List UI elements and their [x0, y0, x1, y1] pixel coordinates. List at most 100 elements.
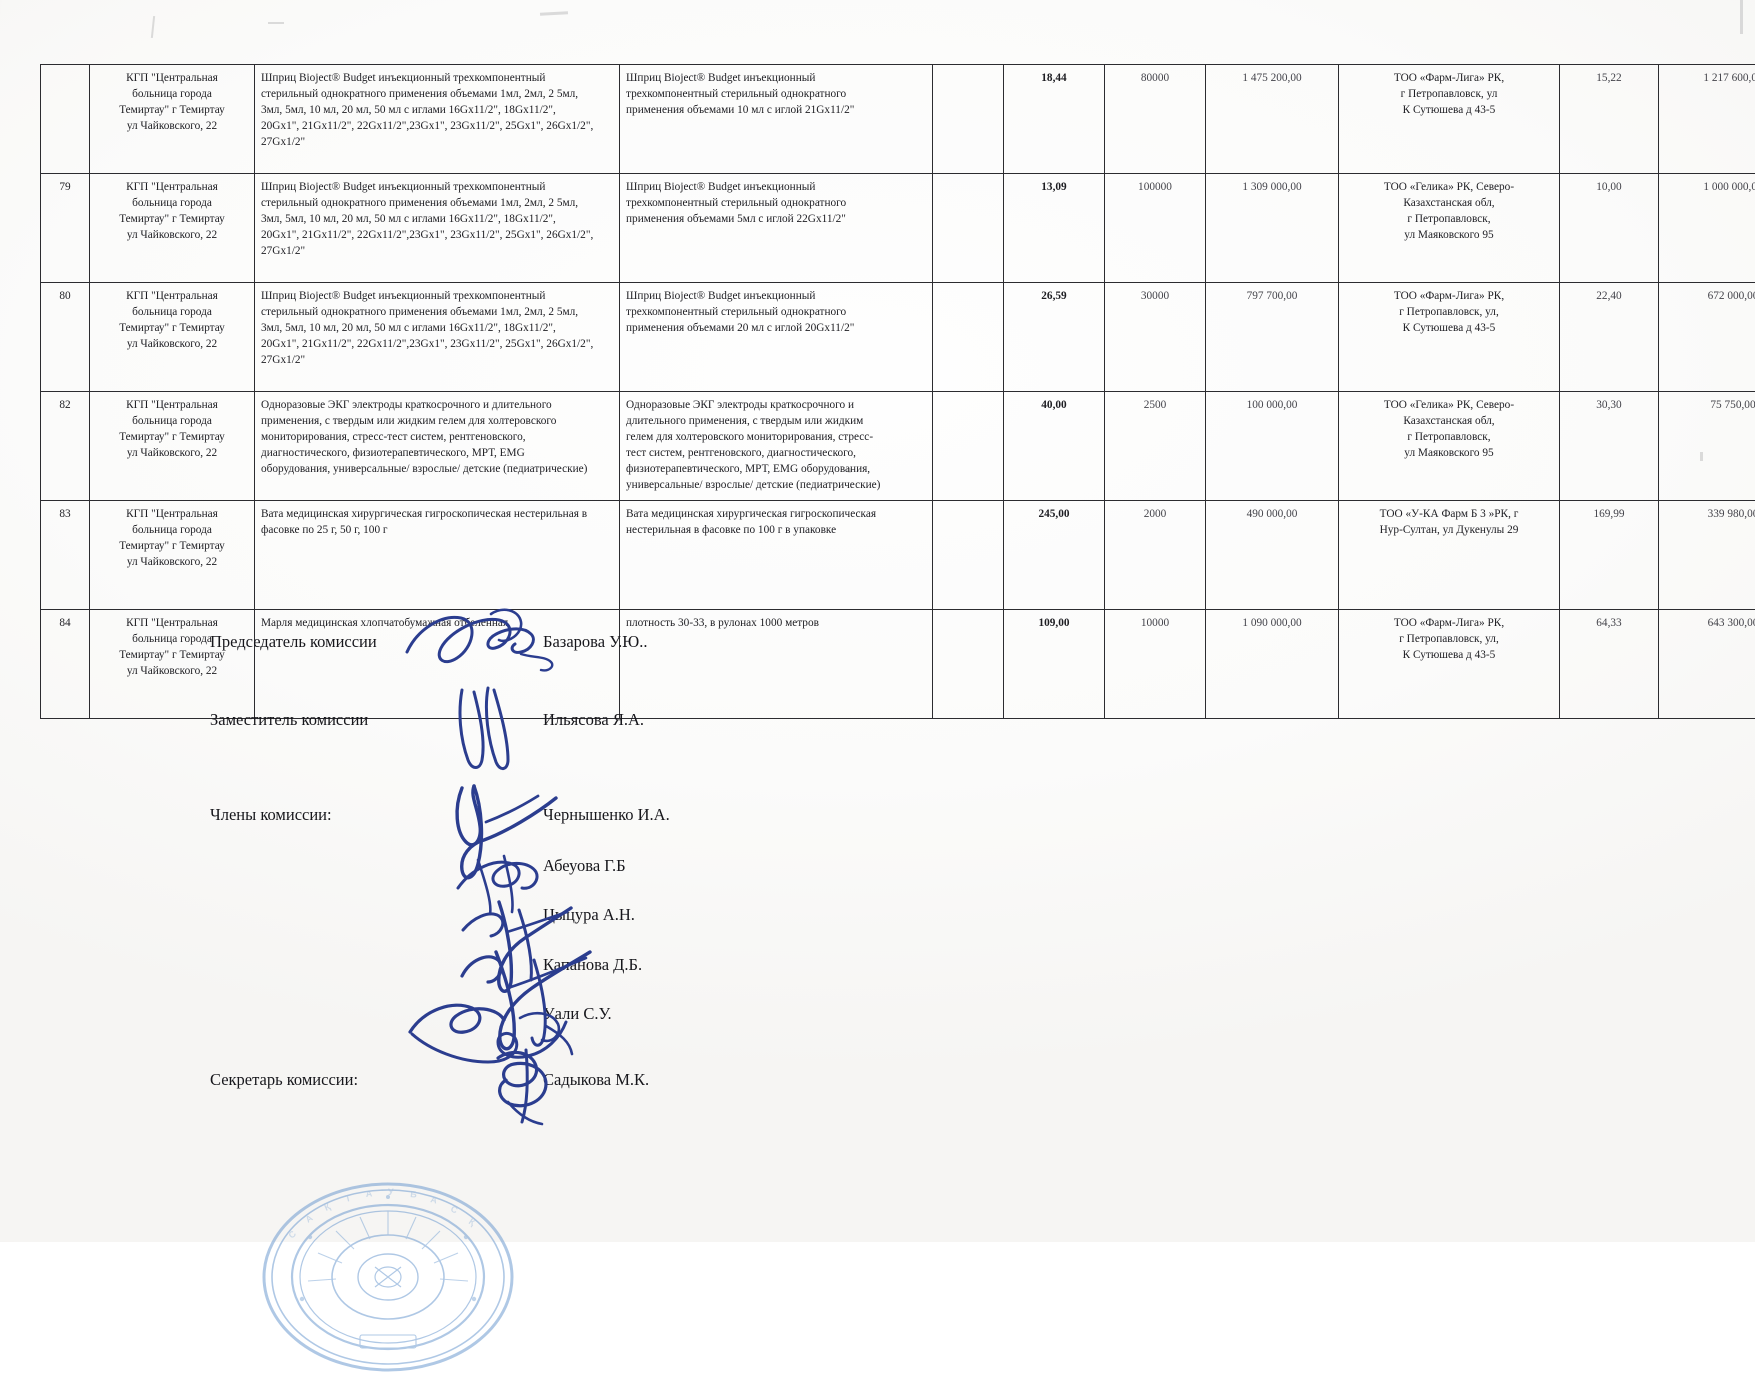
signature-row-member-3: Цыцура А.Н. — [210, 905, 1310, 931]
description-line: 20Gx1", 21Gx11/2", 22Gx11/2",23Gx1", 23G… — [261, 118, 613, 134]
supplier-line: Казахстанская обл, — [1345, 413, 1553, 429]
supplier-line: К Сутюшева д 43-5 — [1345, 102, 1553, 118]
cell-row-number: 82 — [41, 392, 90, 501]
supplier-line: г Петропавловск, — [1345, 429, 1553, 445]
signature-role-label: Секретарь комиссии: — [210, 1070, 358, 1090]
cell-awarded-sum: 339 980,00 — [1659, 501, 1755, 610]
signature-block: С А Қ Т А У Б А С Қ Председатель комисси… — [0, 600, 1755, 1120]
cell-blank — [933, 283, 1004, 392]
specification-line: применения объемами 5мл с иглой 22Gx11/2… — [626, 211, 926, 227]
customer-line: больница города — [96, 304, 248, 320]
signature-row-member-5: Уали С.У. — [210, 1004, 1310, 1030]
description-line: Шприц Bioject® Budget инъекционный трехк… — [261, 288, 613, 304]
specification-line: нестерильная в фасовке по 100 г в упаков… — [626, 522, 926, 538]
specification-line: длительного применения, с твердым или жи… — [626, 413, 926, 429]
scan-edge-mark-right — [1740, 0, 1743, 34]
signature-row-chairman: Председатель комиссии Базарова У.Ю.. — [210, 632, 1310, 658]
signature-row-member-4: Капанова Д.Б. — [210, 955, 1310, 981]
description-line: 27Gx1/2" — [261, 352, 613, 368]
specification-line: применения объемами 20 мл с иглой 20Gx11… — [626, 320, 926, 336]
cell-awarded-price: 15,22 — [1560, 65, 1659, 174]
specification-line: трехкомпонентный стерильный однократного — [626, 195, 926, 211]
description-line: Одноразовые ЭКГ электроды краткосрочного… — [261, 397, 613, 413]
description-line: 27Gx1/2" — [261, 243, 613, 259]
cell-specification: Шприц Bioject® Budget инъекционный трехк… — [620, 283, 933, 392]
supplier-line: ТОО «Фарм-Лига» РК, — [1345, 288, 1553, 304]
cell-awarded-price: 10,00 — [1560, 174, 1659, 283]
cell-description: Вата медицинская хирургическая гигроскоп… — [255, 501, 620, 610]
signature-role-label: Члены комиссии: — [210, 805, 332, 825]
description-line: стерильный однократного применения объем… — [261, 195, 613, 211]
specification-line: физиотерапевтического, МРТ, EMG оборудов… — [626, 461, 926, 477]
cell-description: Шприц Bioject® Budget инъекционный трехк… — [255, 174, 620, 283]
customer-line: больница города — [96, 195, 248, 211]
cell-awarded-sum: 75 750,00 — [1659, 392, 1755, 501]
cell-row-number: 80 — [41, 283, 90, 392]
supplier-line: ул Маяковского 95 — [1345, 445, 1553, 461]
cell-quantity: 2500 — [1105, 392, 1206, 501]
cell-unit-price: 13,09 — [1004, 174, 1105, 283]
supplier-line: К Сутюшева д 43-5 — [1345, 320, 1553, 336]
cell-awarded-price: 22,40 — [1560, 283, 1659, 392]
signature-name: Капанова Д.Б. — [543, 955, 642, 975]
specification-line: Шприц Bioject® Budget инъекционный — [626, 179, 926, 195]
customer-line: КГП "Центральная — [96, 506, 248, 522]
cell-customer: КГП "Центральная больница города Темирта… — [90, 65, 255, 174]
description-line: стерильный однократного применения объем… — [261, 304, 613, 320]
signature-name: Цыцура А.Н. — [543, 905, 635, 925]
description-line: оборудования, универсальные/ взрослые/ д… — [261, 461, 613, 477]
signature-name: Абеуова Г.Б — [543, 856, 626, 876]
supplier-line: ТОО «Гелика» РК, Северо- — [1345, 179, 1553, 195]
customer-line: ул Чайковского, 22 — [96, 554, 248, 570]
description-line: фасовке по 25 г, 50 г, 100 г — [261, 522, 613, 538]
cell-unit-price: 18,44 — [1004, 65, 1105, 174]
description-line: мониторирования, стресс-тест систем, рен… — [261, 429, 613, 445]
customer-line: ул Чайковского, 22 — [96, 445, 248, 461]
cell-customer: КГП "Центральная больница города Темирта… — [90, 174, 255, 283]
cell-supplier: ТОО «У-КА Фарм Б 3 »РК, г Нур-Султан, ул… — [1339, 501, 1560, 610]
description-line: 3мл, 5мл, 10 мл, 20 мл, 50 мл с иглами 1… — [261, 320, 613, 336]
cell-unit-price: 40,00 — [1004, 392, 1105, 501]
specification-line: трехкомпонентный стерильный однократного — [626, 304, 926, 320]
cell-description: Шприц Bioject® Budget инъекционный трехк… — [255, 283, 620, 392]
scan-edge-mark-top-mid — [268, 22, 284, 24]
cell-specification: Одноразовые ЭКГ электроды краткосрочного… — [620, 392, 933, 501]
cell-specification: Шприц Bioject® Budget инъекционный трехк… — [620, 174, 933, 283]
specification-line: тест систем, рентгеновского, диагностиче… — [626, 445, 926, 461]
table-row: 79 КГП "Центральная больница города Теми… — [41, 174, 1755, 283]
description-line: применения, с твердым или жидким гелем д… — [261, 413, 613, 429]
description-line: 3мл, 5мл, 10 мл, 20 мл, 50 мл с иглами 1… — [261, 211, 613, 227]
cell-customer: КГП "Центральная больница города Темирта… — [90, 501, 255, 610]
cell-supplier: ТОО «Гелика» РК, Северо- Казахстанская о… — [1339, 392, 1560, 501]
description-line: 20Gx1", 21Gx11/2", 22Gx11/2",23Gx1", 23G… — [261, 336, 613, 352]
cell-quantity: 100000 — [1105, 174, 1206, 283]
customer-line: Темиртау" г Темиртау — [96, 102, 248, 118]
cell-quantity: 2000 — [1105, 501, 1206, 610]
cell-total-sum: 1 309 000,00 — [1206, 174, 1339, 283]
description-line: Шприц Bioject® Budget инъекционный трехк… — [261, 70, 613, 86]
handwritten-signature-member-4 — [450, 930, 610, 1060]
cell-supplier: ТОО «Гелика» РК, Северо- Казахстанская о… — [1339, 174, 1560, 283]
cell-description: Шприц Bioject® Budget инъекционный трехк… — [255, 65, 620, 174]
supplier-line: г Петропавловск, — [1345, 211, 1553, 227]
description-line: стерильный однократного применения объем… — [261, 86, 613, 102]
signature-role-label: Заместитель комиссии — [210, 710, 368, 730]
specification-line: Шприц Bioject® Budget инъекционный — [626, 288, 926, 304]
cell-total-sum: 797 700,00 — [1206, 283, 1339, 392]
cell-customer: КГП "Центральная больница города Темирта… — [90, 283, 255, 392]
signature-name: Садыкова М.К. — [543, 1070, 649, 1090]
cell-unit-price: 26,59 — [1004, 283, 1105, 392]
signature-role-label: Председатель комиссии — [210, 632, 377, 652]
table-row: КГП "Центральная больница города Темирта… — [41, 65, 1755, 174]
cell-supplier: ТОО «Фарм-Лига» РК, г Петропавловск, ул … — [1339, 65, 1560, 174]
specification-line: гелем для холтеровского мониторирования,… — [626, 429, 926, 445]
customer-line: больница города — [96, 86, 248, 102]
signature-name: Уали С.У. — [543, 1004, 612, 1024]
cell-awarded-price: 30,30 — [1560, 392, 1659, 501]
cell-awarded-price: 169,99 — [1560, 501, 1659, 610]
customer-line: больница города — [96, 413, 248, 429]
description-line: Вата медицинская хирургическая гигроскоп… — [261, 506, 613, 522]
description-line: диагностического, физиотерапевтического,… — [261, 445, 613, 461]
supplier-line: ТОО «Гелика» РК, Северо- — [1345, 397, 1553, 413]
customer-line: Темиртау" г Темиртау — [96, 320, 248, 336]
